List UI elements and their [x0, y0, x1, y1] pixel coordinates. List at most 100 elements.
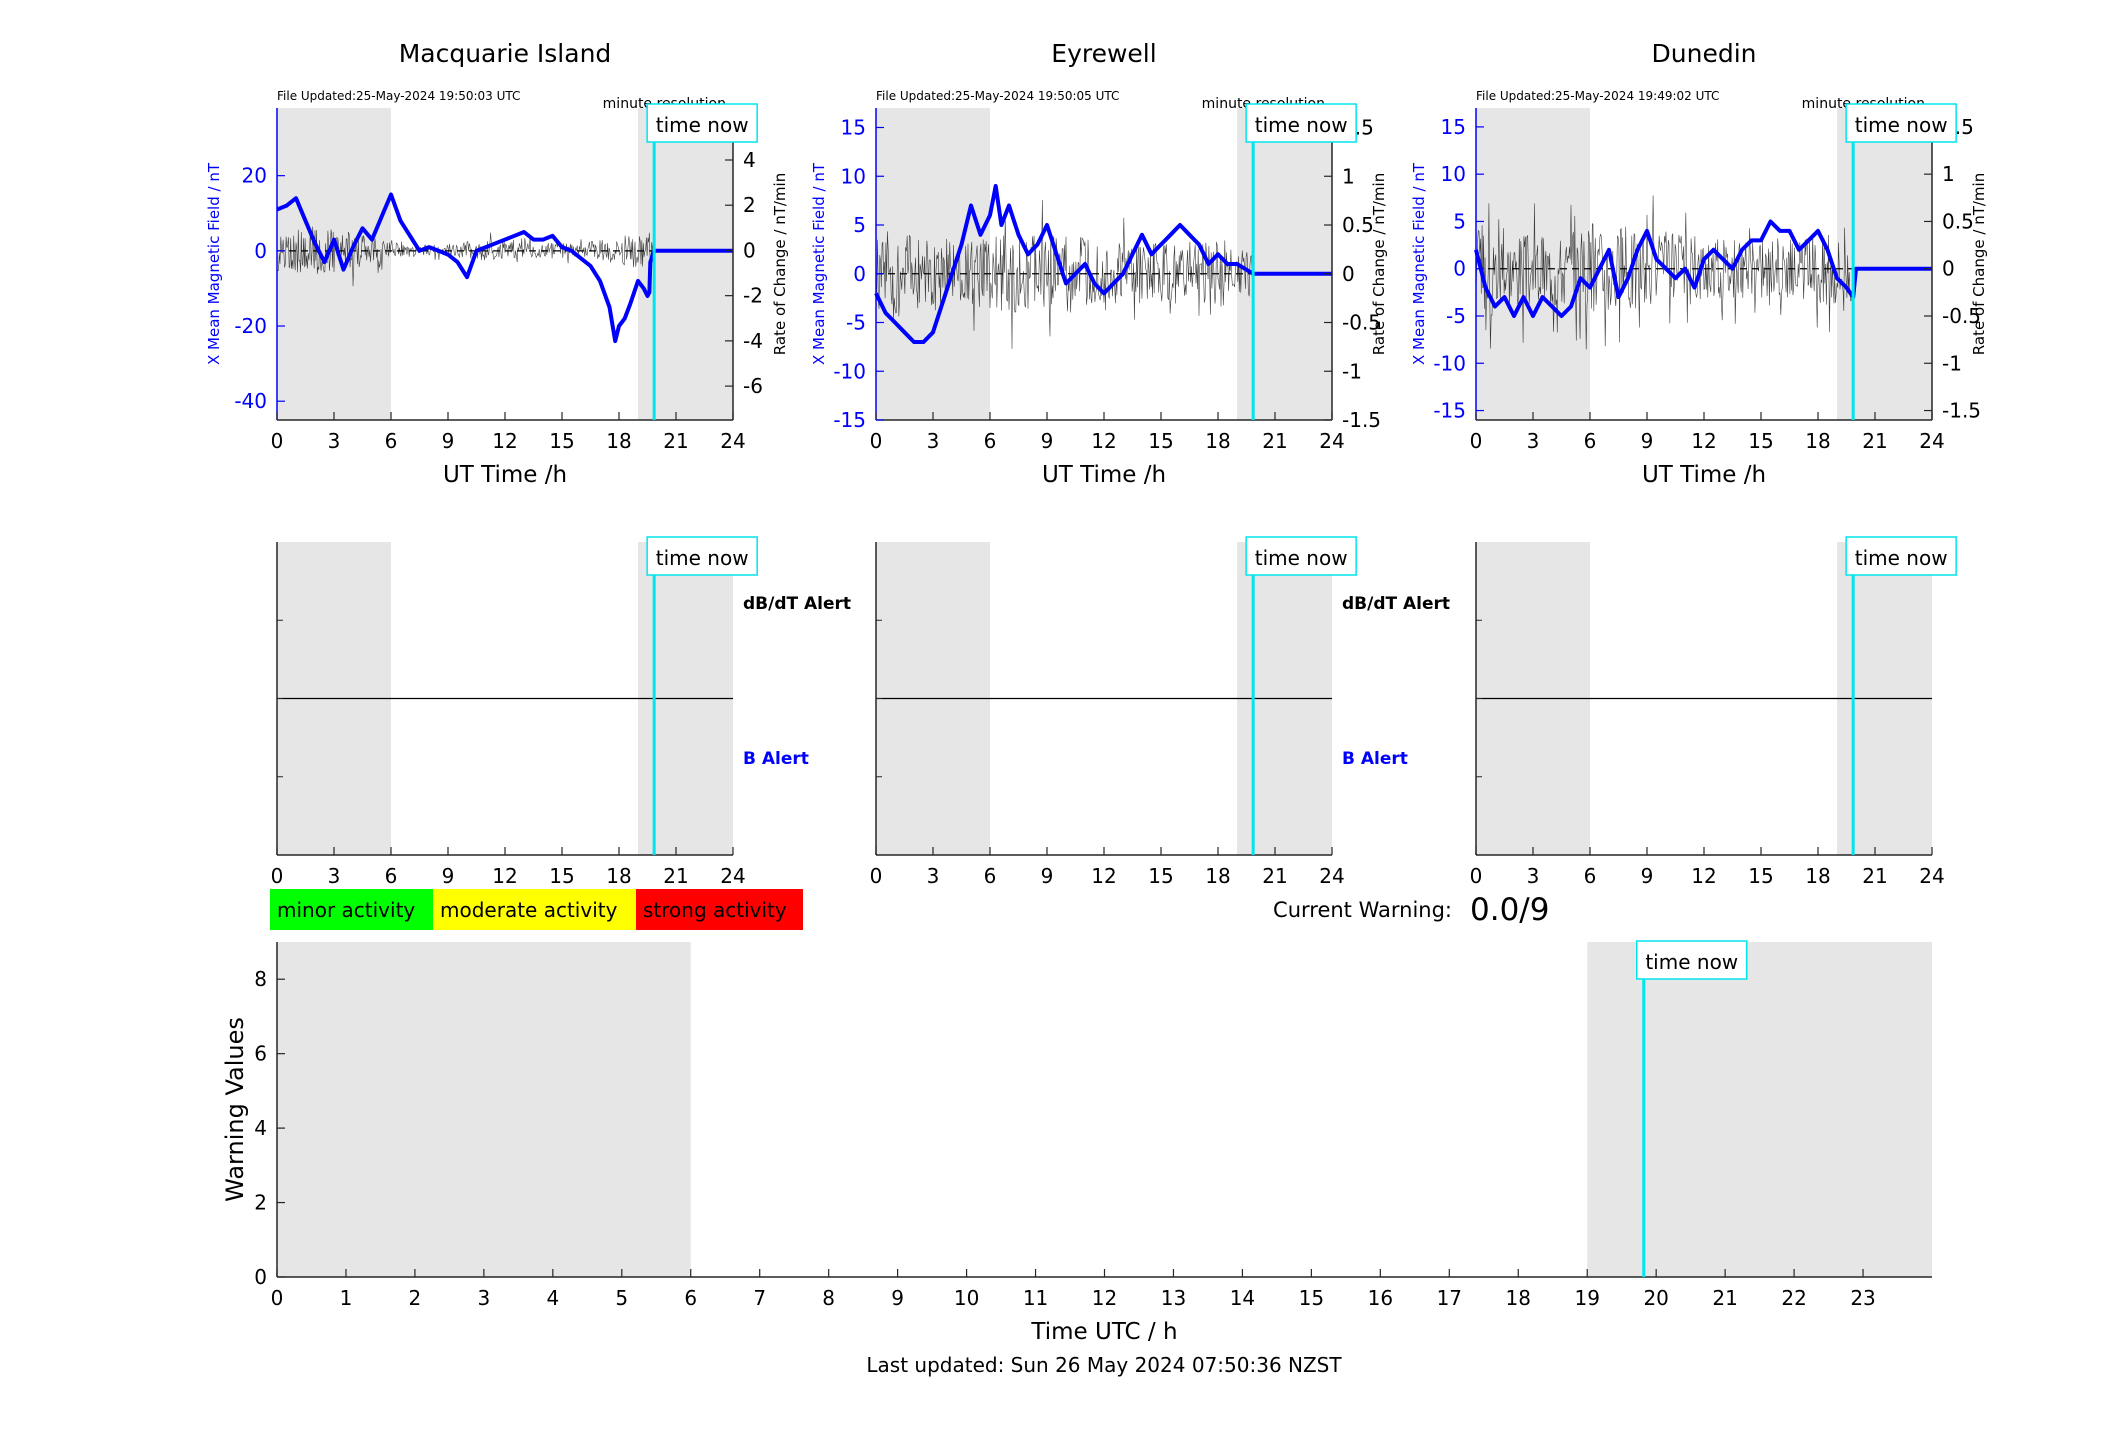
x-tick-label: 16 [1368, 1286, 1393, 1310]
x-tick-label: 15 [1148, 429, 1173, 453]
alert-x-tick-label: 3 [328, 864, 341, 888]
alert-x-tick-label: 3 [927, 864, 940, 888]
x-tick-label: 20 [1643, 1286, 1668, 1310]
x-tick-label: 6 [1584, 429, 1597, 453]
x-tick-label: 2 [409, 1286, 422, 1310]
alert-x-tick-label: 24 [720, 864, 745, 888]
y-left-tick-label: -20 [234, 314, 267, 338]
x-tick-label: 6 [385, 429, 398, 453]
alert-x-tick-label: 18 [606, 864, 631, 888]
y-left-tick-label: 20 [242, 164, 267, 188]
x-tick-label: 3 [478, 1286, 491, 1310]
x-tick-label: 9 [891, 1286, 904, 1310]
station-panel-eyrewell: Eyrewell File Updated:25-May-2024 19:50:0… [810, 39, 1450, 888]
alert-x-tick-label: 9 [1041, 864, 1054, 888]
y-left-axis-label: X Mean Magnetic Field / nT [1410, 162, 1428, 365]
night-band [277, 942, 691, 1277]
y-left-tick-label: -40 [234, 389, 267, 413]
y-right-tick-label: -2 [743, 284, 763, 308]
alert-x-tick-label: 12 [1691, 864, 1716, 888]
alert-x-tick-label: 6 [385, 864, 398, 888]
x-tick-label: 10 [954, 1286, 979, 1310]
time-now-label: time now [1645, 950, 1738, 974]
alert-x-tick-label: 24 [1919, 864, 1944, 888]
time-now-box [646, 103, 758, 143]
y-left-tick-label: 5 [1453, 209, 1466, 233]
alert-x-tick-label: 18 [1805, 864, 1830, 888]
time-now-box [1245, 536, 1357, 576]
x-tick-label: 21 [663, 429, 688, 453]
y-left-tick-label: 0 [853, 262, 866, 286]
x-tick-label: 0 [271, 1286, 284, 1310]
x-tick-label: 21 [1262, 429, 1287, 453]
alert-x-tick-label: 21 [663, 864, 688, 888]
y-right-tick-label: 4 [743, 148, 756, 172]
station-panel-dunedin: Dunedin File Updated:25-May-2024 19:49:02… [1410, 39, 1988, 888]
y-left-axis-label: X Mean Magnetic Field / nT [205, 162, 223, 365]
x-tick-label: 6 [684, 1286, 697, 1310]
alert-x-tick-label: 9 [1641, 864, 1654, 888]
x-tick-label: 6 [984, 429, 997, 453]
x-tick-label: 12 [492, 429, 517, 453]
y-tick-label: 6 [254, 1042, 267, 1066]
y-left-tick-label: -10 [833, 359, 866, 383]
y-left-tick-label: -15 [1433, 399, 1466, 423]
current-warning-value: 0.0/9 [1470, 892, 1549, 928]
night-band [638, 108, 733, 420]
y-right-tick-label: -1 [1942, 351, 1962, 375]
y-left-tick-label: -15 [833, 408, 866, 432]
x-axis-label: UT Time /h [1042, 462, 1166, 488]
station-title: Macquarie Island [399, 39, 612, 68]
file-updated-label: File Updated:25-May-2024 19:50:03 UTC [277, 89, 520, 103]
x-tick-label: 24 [1319, 429, 1344, 453]
y-right-tick-label: -1.5 [1342, 408, 1381, 432]
y-tick-label: 2 [254, 1191, 267, 1215]
b-alert-label: B Alert [1342, 749, 1408, 769]
x-axis-label: Time UTC / h [1030, 1319, 1177, 1345]
x-tick-label: 15 [1748, 429, 1773, 453]
y-right-tick-label: 0.5 [1942, 209, 1974, 233]
y-right-tick-label: 0.5 [1342, 213, 1374, 237]
y-left-tick-label: 5 [853, 213, 866, 237]
dbdt-alert-label: dB/dT Alert [743, 594, 851, 614]
x-axis-label: UT Time /h [443, 462, 567, 488]
night-band [876, 108, 990, 420]
y-right-tick-label: -6 [743, 374, 763, 398]
y-left-tick-label: -5 [846, 311, 866, 335]
x-tick-label: 19 [1574, 1286, 1599, 1310]
x-tick-label: 24 [1919, 429, 1944, 453]
night-band [1837, 108, 1932, 420]
time-now-box [1845, 536, 1957, 576]
x-tick-label: 7 [753, 1286, 766, 1310]
y-left-tick-label: 10 [841, 164, 866, 188]
x-tick-label: 12 [1091, 429, 1116, 453]
b-alert-label: B Alert [743, 749, 809, 769]
alert-x-tick-label: 24 [1319, 864, 1344, 888]
x-tick-label: 3 [328, 429, 341, 453]
alert-panel: 0 3 6 9 12 15 18 21 24 time now [1470, 536, 1957, 888]
y-left-tick-label: 0 [254, 239, 267, 263]
x-tick-label: 22 [1781, 1286, 1806, 1310]
x-tick-label: 0 [1470, 429, 1483, 453]
legend-swatch-strong-activity [636, 889, 803, 930]
y-right-axis-label: Rate of Change / nT/min [771, 173, 789, 355]
y-tick-label: 8 [254, 967, 267, 991]
y-right-tick-label: -1.5 [1942, 399, 1981, 423]
x-tick-label: 21 [1862, 429, 1887, 453]
dbdt-alert-label: dB/dT Alert [1342, 594, 1450, 614]
x-tick-label: 9 [1041, 429, 1054, 453]
station-title: Eyrewell [1051, 39, 1156, 68]
y-right-tick-label: -4 [743, 329, 763, 353]
x-tick-label: 4 [546, 1286, 559, 1310]
y-tick-label: 0 [254, 1265, 267, 1289]
x-tick-label: 9 [442, 429, 455, 453]
file-updated-label: File Updated:25-May-2024 19:50:05 UTC [876, 89, 1119, 103]
current-warning-label: Current Warning: [1273, 898, 1452, 922]
x-tick-label: 12 [1691, 429, 1716, 453]
alert-x-tick-label: 18 [1205, 864, 1230, 888]
x-tick-label: 13 [1161, 1286, 1186, 1310]
x-tick-label: 1 [340, 1286, 353, 1310]
x-tick-label: 18 [606, 429, 631, 453]
y-right-tick-label: 2 [743, 193, 756, 217]
